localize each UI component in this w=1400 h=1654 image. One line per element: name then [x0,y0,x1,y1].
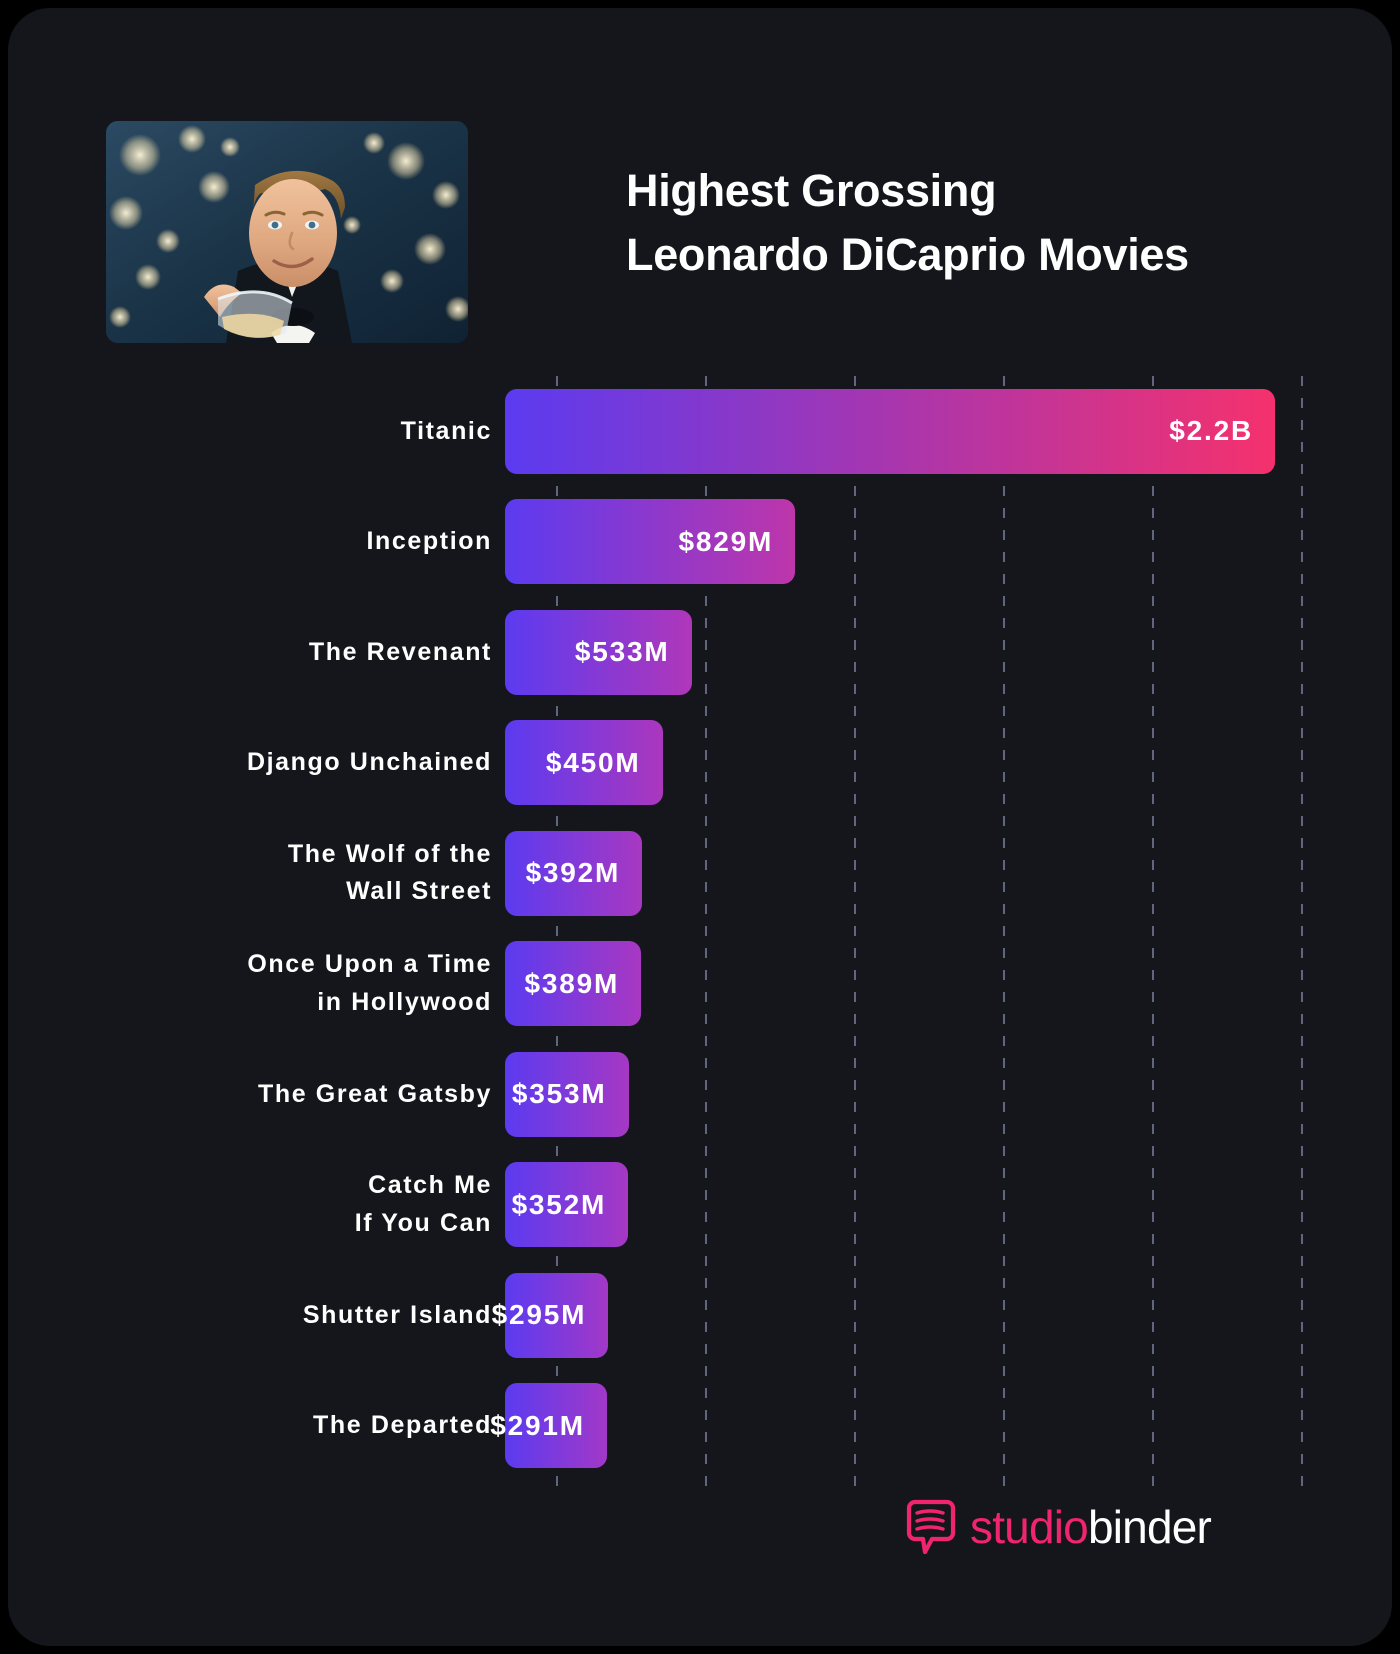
bar-category-label: Shutter Island [302,1300,492,1329]
bar-track: $392M [505,818,1392,929]
bar[interactable]: $392M [505,830,643,916]
logo-binder-text: binder [1087,1501,1212,1553]
bar[interactable]: $450M [505,720,663,806]
bar-value-label: $829M [678,525,774,557]
bar-track: $829M [505,487,1392,598]
bar-value-label: $533M [574,636,670,668]
bar-category-label: Catch Me If You Can [354,1171,492,1237]
title-line-2: Leonardo DiCaprio Movies [626,228,1189,280]
bar-value-label: $2.2B [1169,415,1253,447]
studiobinder-logo[interactable]: studiobinder [906,1496,1236,1558]
title-line-1: Highest Grossing [626,165,997,216]
bar-row: The Great Gatsby $353M [8,1039,1392,1150]
bar-chart: Titanic $2.2B Inception $829M The Revenant $5… [8,376,1392,1486]
bar-row: The Wolf of the Wall Street $392M [8,818,1392,929]
bar-category-label: The Great Gatsby [258,1079,492,1108]
logo-studio-text: studio [970,1501,1089,1553]
logo-wordmark: studiobinder [970,1501,1212,1553]
bar-rows: Titanic $2.2B Inception $829M The Revenant $5… [8,376,1392,1481]
bar-row: The Departed $291M [8,1371,1392,1482]
bar[interactable]: $829M [505,499,796,585]
bar-track: $295M [492,1260,1392,1371]
bar-track: $352M [505,1150,1392,1261]
bar[interactable]: $291M [490,1383,607,1469]
infographic-card: Highest Grossing Leonardo DiCaprio Movie… [8,8,1392,1646]
bar-category-label: Inception [366,527,492,555]
bar-row: Inception $829M [8,487,1392,598]
bar-track: $291M [490,1371,1392,1482]
bar-category-label: The Revenant [308,637,492,666]
bar-category-label: Titanic [400,416,492,445]
bar[interactable]: $389M [505,941,642,1027]
bar-value-label: $295M [491,1299,587,1331]
bar[interactable]: $295M [492,1272,609,1358]
speech-bubble-icon [906,1499,956,1555]
bar-value-label: $389M [524,967,620,999]
bar-category-label: The Departed [313,1411,492,1439]
bar-row: The Revenant $533M [8,597,1392,708]
bar-row: Once Upon a Time in Hollywood $389M [8,929,1392,1040]
bar-track: $533M [505,597,1392,708]
bar-category-label: Once Upon a Time in Hollywood [247,950,492,1016]
bar-row: Django Unchained $450M [8,708,1392,819]
page-title: Highest Grossing Leonardo DiCaprio Movie… [626,121,1189,287]
bar-value-label: $450M [545,746,641,778]
bar[interactable]: $352M [505,1162,629,1248]
bar-track: $353M [505,1039,1392,1150]
bar[interactable]: $353M [505,1051,629,1137]
bar-track: $389M [505,929,1392,1040]
bar[interactable]: $533M [505,609,692,695]
bar-track: $2.2B [505,376,1392,487]
bar-value-label: $392M [525,857,621,889]
bar-value-label: $291M [490,1409,585,1441]
bar-value-label: $352M [511,1188,607,1220]
bar-row: Catch Me If You Can $352M [8,1150,1392,1261]
bar-category-label: The Wolf of the Wall Street [287,839,492,906]
bar-row: Titanic $2.2B [8,376,1392,487]
bar-category-label: Django Unchained [246,748,492,776]
bar-row: Shutter Island $295M [8,1260,1392,1371]
bar-value-label: $353M [511,1078,607,1110]
bar-track: $450M [505,708,1392,819]
header: Highest Grossing Leonardo DiCaprio Movie… [106,121,1246,343]
bar[interactable]: $2.2B [505,388,1275,474]
leonardo-dicaprio-toast-photo [106,121,468,343]
